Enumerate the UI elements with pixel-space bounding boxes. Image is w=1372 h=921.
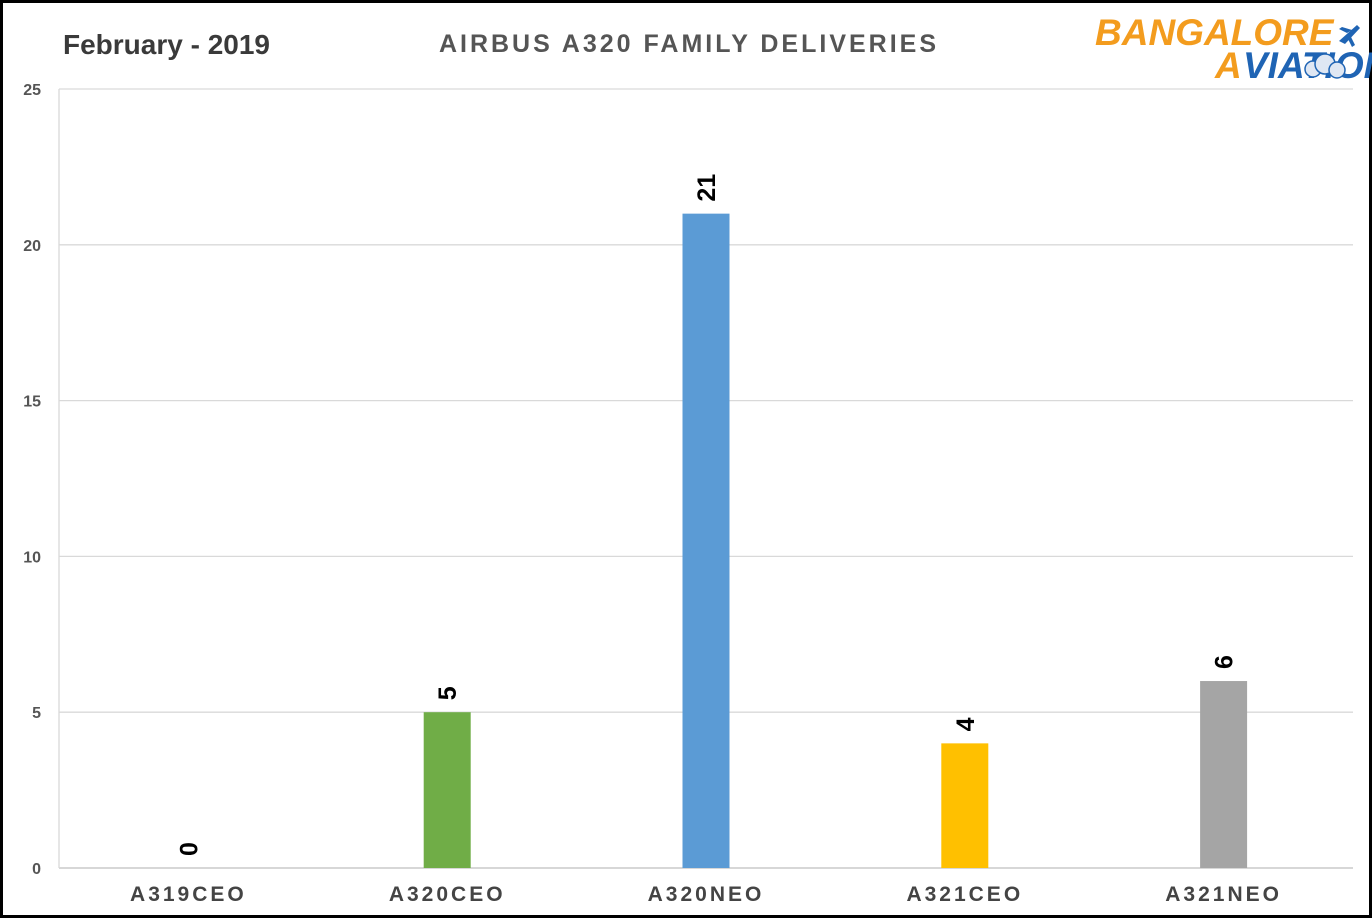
logo-accent-letter: A — [1214, 45, 1242, 86]
x-tick-label-a319ceo: A319CEO — [130, 883, 247, 906]
period-label: February - 2019 — [63, 29, 270, 60]
airplane-icon — [1339, 25, 1360, 47]
data-label-a319ceo: 0 — [175, 842, 203, 856]
bar-a321neo — [1200, 681, 1248, 868]
bars — [423, 213, 1248, 868]
bar-chart: February - 2019 AIRBUS A320 FAMILY DELIV… — [23, 12, 1372, 906]
x-tick-label-a321ceo: A321CEO — [906, 883, 1023, 906]
y-tick-label: 15 — [23, 394, 41, 411]
x-axis: A319CEO A320CEO A320NEO A321CEO A321NEO — [130, 883, 1282, 906]
bar-a320ceo — [423, 712, 471, 868]
logo-line-1: BANGALORE — [1095, 12, 1335, 53]
x-tick-label-a321neo: A321NEO — [1165, 883, 1282, 906]
bar-a321ceo — [941, 743, 989, 868]
x-tick-label-a320neo: A320NEO — [648, 883, 765, 906]
y-axis: 0 5 10 15 20 25 — [23, 82, 41, 878]
y-tick-label: 25 — [23, 82, 41, 99]
bangalore-aviation-logo: BANGALORE VIATION A — [1095, 12, 1372, 86]
x-tick-label-a320ceo: A320CEO — [389, 883, 506, 906]
data-labels: 0 5 21 4 6 — [175, 174, 1238, 856]
data-label-a321neo: 6 — [1211, 655, 1239, 669]
bar-a320neo — [682, 213, 730, 868]
y-tick-label: 20 — [23, 238, 41, 255]
chart-title: AIRBUS A320 FAMILY DELIVERIES — [439, 30, 939, 58]
cloud-icon — [1304, 53, 1346, 79]
y-tick-label: 10 — [23, 549, 41, 566]
y-tick-label: 0 — [32, 861, 41, 878]
data-label-a320ceo: 5 — [434, 686, 462, 700]
data-label-a320neo: 21 — [693, 174, 721, 202]
data-label-a321ceo: 4 — [952, 717, 980, 731]
y-tick-label: 5 — [32, 705, 41, 722]
